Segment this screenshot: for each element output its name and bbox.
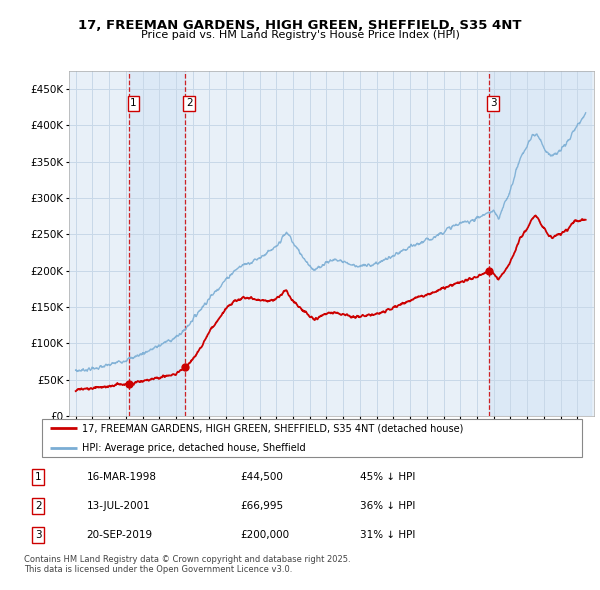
Text: £66,995: £66,995 xyxy=(241,501,284,511)
FancyBboxPatch shape xyxy=(42,419,582,457)
Text: 1: 1 xyxy=(130,99,137,109)
Text: 3: 3 xyxy=(35,530,41,540)
Text: 45% ↓ HPI: 45% ↓ HPI xyxy=(360,471,416,481)
Text: 13-JUL-2001: 13-JUL-2001 xyxy=(87,501,151,511)
Text: 36% ↓ HPI: 36% ↓ HPI xyxy=(360,501,416,511)
Bar xyxy=(130,71,185,416)
Text: 31% ↓ HPI: 31% ↓ HPI xyxy=(360,530,416,540)
Text: 16-MAR-1998: 16-MAR-1998 xyxy=(87,471,157,481)
Text: 3: 3 xyxy=(490,99,496,109)
Text: 17, FREEMAN GARDENS, HIGH GREEN, SHEFFIELD, S35 4NT: 17, FREEMAN GARDENS, HIGH GREEN, SHEFFIE… xyxy=(78,19,522,32)
Text: 2: 2 xyxy=(35,501,41,511)
Text: 1: 1 xyxy=(35,471,41,481)
Text: Price paid vs. HM Land Registry's House Price Index (HPI): Price paid vs. HM Land Registry's House … xyxy=(140,30,460,40)
Text: £44,500: £44,500 xyxy=(241,471,283,481)
Text: 17, FREEMAN GARDENS, HIGH GREEN, SHEFFIELD, S35 4NT (detached house): 17, FREEMAN GARDENS, HIGH GREEN, SHEFFIE… xyxy=(83,424,464,434)
Text: 20-SEP-2019: 20-SEP-2019 xyxy=(87,530,153,540)
Bar xyxy=(489,71,590,416)
Text: Contains HM Land Registry data © Crown copyright and database right 2025.
This d: Contains HM Land Registry data © Crown c… xyxy=(24,555,350,574)
Text: £200,000: £200,000 xyxy=(241,530,290,540)
Text: HPI: Average price, detached house, Sheffield: HPI: Average price, detached house, Shef… xyxy=(83,442,306,453)
Text: 2: 2 xyxy=(186,99,193,109)
